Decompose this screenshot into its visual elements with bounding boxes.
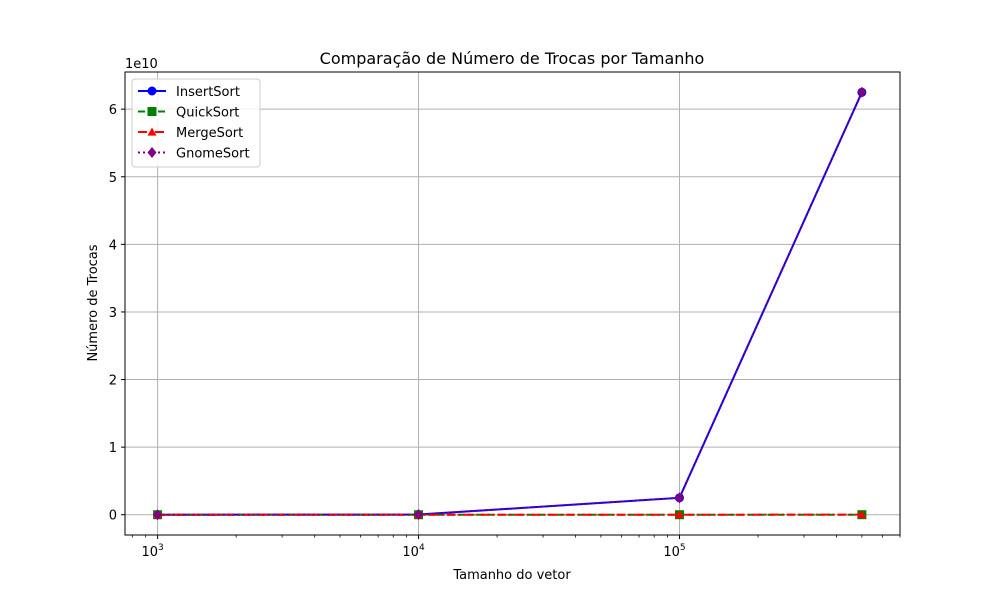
y-axis-label: Número de Trocas — [86, 244, 101, 361]
legend-label-mergesort: MergeSort — [176, 126, 243, 141]
y-tick-label: 2 — [109, 374, 117, 389]
data-point-gnomesort — [857, 87, 866, 98]
legend-label-insertsort: InsertSort — [176, 85, 240, 100]
legend-marker-quicksort — [148, 107, 157, 116]
x-tick-label: 103 — [141, 543, 163, 560]
y-tick-label: 3 — [109, 306, 117, 321]
x-tick-label: 105 — [663, 543, 685, 560]
x-axis-label: Tamanho do vetor — [452, 568, 571, 583]
y-tick-label: 4 — [109, 238, 117, 253]
legend-label-quicksort: QuickSort — [176, 106, 239, 121]
data-point-gnomesort — [675, 492, 684, 503]
series-mergesort — [153, 510, 866, 518]
series-line-insertsort — [158, 92, 862, 514]
ticks-layer: 0 1 2 3 4 5 6 103 104 105 — [109, 103, 900, 560]
legend-marker-insertsort — [148, 87, 157, 96]
y-tick-label: 5 — [109, 171, 117, 186]
series-line-gnomesort — [158, 92, 862, 514]
x-tick-label: 104 — [402, 543, 425, 560]
y-tick-label: 1 — [109, 441, 117, 456]
chart-title: Comparação de Número de Trocas por Taman… — [320, 49, 705, 68]
y-tick-label: 0 — [109, 509, 117, 524]
y-tick-label: 6 — [109, 103, 117, 118]
legend: InsertSort QuickSort MergeSort GnomeSort — [132, 79, 260, 167]
y-offset-label: 1e10 — [125, 57, 158, 72]
legend-label-gnomesort: GnomeSort — [176, 147, 250, 162]
